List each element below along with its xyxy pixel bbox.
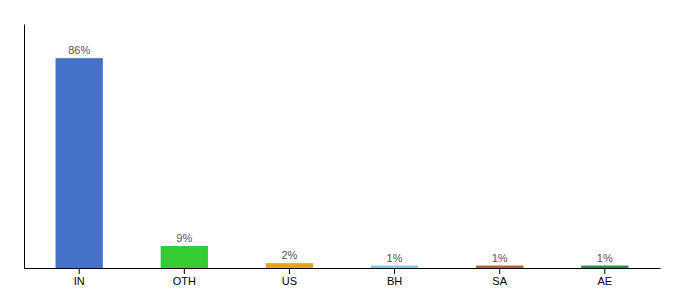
- bar: [266, 263, 313, 268]
- tick-label: OTH: [173, 275, 196, 287]
- tick-mark: [499, 268, 500, 274]
- tick-label: AE: [597, 275, 612, 287]
- tick-mark: [289, 268, 290, 274]
- data-label: 1%: [597, 252, 613, 264]
- axis-line: [25, 268, 661, 269]
- tick: US: [282, 268, 297, 287]
- bar: [56, 58, 103, 268]
- x-axis: IN OTH US BH SA AE: [25, 268, 661, 287]
- plot: 86% 9% 2% 1% 1% 1% IN OTH US BH SA AE: [25, 25, 661, 287]
- data-label: 2%: [281, 249, 297, 261]
- tick: SA: [492, 268, 507, 287]
- chart: 86% 9% 2% 1% 1% 1% IN OTH US BH SA AE: [0, 0, 680, 300]
- tick-mark: [604, 268, 605, 274]
- axis-line: [24, 25, 25, 269]
- data-label: 1%: [492, 252, 508, 264]
- bars: [56, 58, 629, 268]
- tick-label: IN: [74, 275, 85, 287]
- tick: BH: [387, 268, 402, 287]
- bar: [581, 266, 628, 268]
- tick-label: SA: [492, 275, 507, 287]
- chart-container: 86% 9% 2% 1% 1% 1% IN OTH US BH SA AE: [0, 0, 680, 300]
- data-label: 86%: [68, 44, 90, 56]
- data-labels: 86% 9% 2% 1% 1% 1%: [68, 44, 613, 263]
- tick-mark: [79, 268, 80, 274]
- data-label: 9%: [176, 232, 192, 244]
- tick-mark: [184, 268, 185, 274]
- tick-label: US: [282, 275, 297, 287]
- y-axis: [24, 25, 25, 269]
- tick: OTH: [173, 268, 196, 287]
- bar: [161, 246, 208, 268]
- tick: IN: [74, 268, 85, 287]
- bar: [476, 266, 523, 268]
- data-label: 1%: [387, 252, 403, 264]
- tick-mark: [394, 268, 395, 274]
- bar: [371, 266, 418, 268]
- tick-label: BH: [387, 275, 402, 287]
- tick: AE: [597, 268, 612, 287]
